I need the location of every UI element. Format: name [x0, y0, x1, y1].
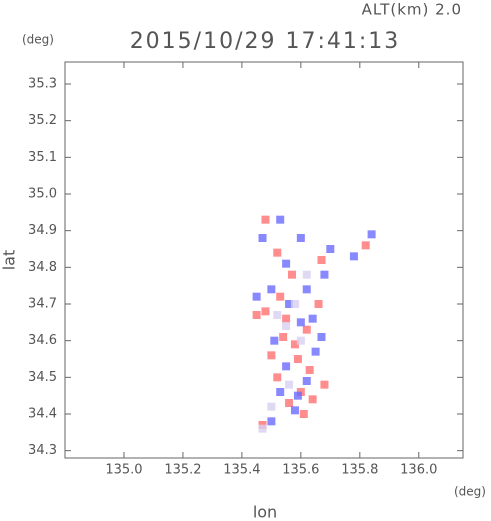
point	[279, 333, 288, 341]
point	[367, 230, 376, 239]
x-axis-label: lon	[253, 503, 277, 521]
point	[299, 410, 308, 418]
point	[302, 270, 311, 279]
point	[285, 399, 294, 407]
point	[349, 252, 358, 261]
point	[308, 314, 317, 323]
point	[282, 362, 291, 371]
point	[320, 380, 329, 389]
point	[267, 417, 276, 426]
x-tick-label: 135.0	[105, 463, 142, 478]
y-tick-label: 35.0	[28, 187, 57, 202]
point	[290, 300, 299, 308]
point	[285, 380, 294, 389]
point	[276, 215, 285, 224]
point	[267, 351, 276, 360]
point	[267, 285, 276, 294]
x-tick-label: 135.4	[223, 463, 260, 478]
y-axis-label: lat	[0, 250, 19, 271]
plot-frame	[64, 61, 464, 459]
point	[288, 270, 297, 279]
point	[361, 241, 370, 250]
y-tick-label: 34.3	[28, 443, 57, 458]
point	[317, 333, 326, 341]
point	[290, 340, 299, 349]
point	[296, 336, 305, 345]
chart-title: 2015/10/29 17:41:13	[130, 29, 401, 54]
point	[267, 402, 276, 411]
point	[270, 336, 279, 345]
x-tick-label: 135.2	[164, 463, 201, 478]
chart-subtitle: ALT(km) 2.0	[362, 1, 462, 19]
point	[317, 256, 326, 264]
x-tick-label: 136.0	[400, 463, 437, 478]
point	[305, 366, 314, 374]
point	[258, 234, 267, 242]
point	[302, 325, 311, 334]
point	[252, 292, 261, 301]
y-tick-label: 35.2	[28, 113, 57, 128]
point	[293, 391, 302, 400]
point	[320, 270, 329, 279]
point	[302, 377, 311, 385]
y-tick-label: 34.8	[28, 260, 57, 275]
point	[302, 285, 311, 294]
y-unit: (deg)	[22, 33, 54, 47]
y-tick-label: 34.5	[28, 370, 57, 385]
point	[290, 406, 299, 415]
y-tick-label: 35.1	[28, 150, 57, 165]
y-tick-label: 34.4	[28, 407, 57, 422]
point	[273, 248, 282, 257]
y-tick-label: 35.3	[28, 77, 57, 92]
point	[252, 311, 261, 319]
y-tick-label: 34.9	[28, 223, 57, 238]
point	[273, 311, 282, 319]
point	[308, 395, 317, 404]
point	[261, 215, 270, 224]
point	[282, 322, 291, 330]
point	[276, 292, 285, 301]
point	[276, 388, 285, 396]
point	[285, 300, 294, 308]
point	[311, 347, 320, 356]
point	[282, 314, 291, 323]
point	[296, 234, 305, 242]
y-tick-label: 34.6	[28, 333, 57, 348]
point	[261, 307, 270, 316]
y-tick-label: 34.7	[28, 297, 57, 312]
point	[293, 355, 302, 363]
point	[296, 318, 305, 327]
x-tick-label: 135.6	[282, 463, 319, 478]
x-unit: (deg)	[454, 485, 486, 499]
x-tick-label: 135.8	[341, 463, 378, 478]
point	[326, 245, 335, 253]
point	[314, 300, 323, 308]
point	[282, 259, 291, 268]
point	[273, 373, 282, 382]
point	[258, 424, 267, 433]
